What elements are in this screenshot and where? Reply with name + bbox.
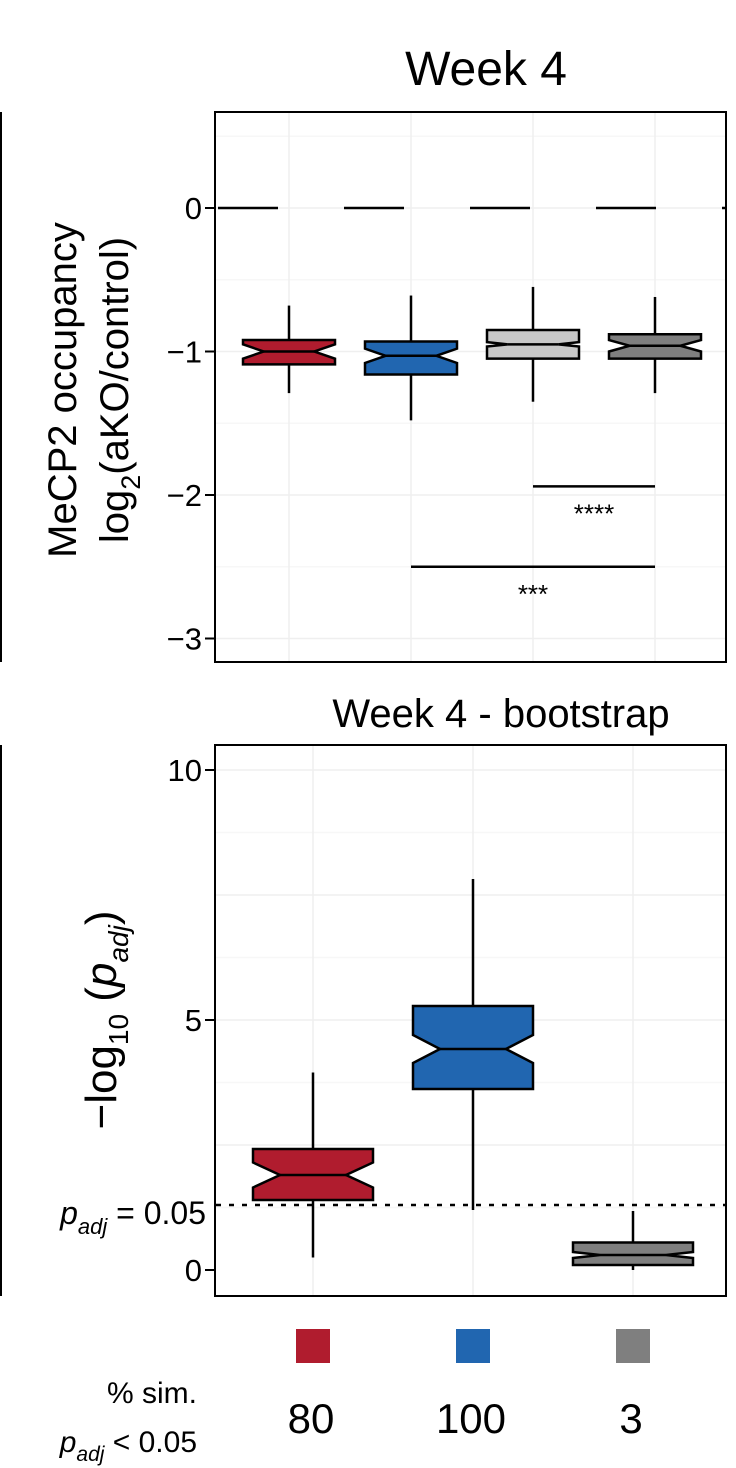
notched-box — [363, 340, 459, 376]
threshold-label: padj = 0.05 — [59, 1195, 206, 1239]
y-axis-ticks: 10 5 0 — [168, 753, 215, 1288]
legend: % sim. padj < 0.05 80 100 3 — [59, 1329, 650, 1466]
y-axis-title-line1: MeCP2 occupancy — [41, 222, 85, 558]
legend-swatch — [456, 1329, 490, 1363]
boxes — [251, 879, 695, 1270]
tick-label: 5 — [185, 1003, 202, 1038]
tick-label: 0 — [185, 1253, 202, 1288]
tick-label: 10 — [168, 753, 202, 788]
box-group-4 — [607, 296, 703, 394]
legend-swatch — [616, 1329, 650, 1363]
panel-bootstrap: Week 4 - bootstrap −log10 (padj) 10 5 0 pa… — [0, 692, 727, 1297]
tick-label: −2 — [167, 478, 202, 513]
legend-value: 100 — [436, 1395, 506, 1442]
tick-label: −3 — [167, 622, 202, 657]
box-group-2 — [363, 295, 459, 421]
box-100 — [411, 879, 535, 1210]
box-group-1 — [241, 305, 337, 394]
legend-value: 80 — [288, 1395, 335, 1442]
y-axis-title: MeCP2 occupancy log2(aKO/control) — [41, 222, 146, 558]
y-axis-title-line2: log2(aKO/control) — [93, 237, 146, 543]
plot-frame — [214, 111, 727, 663]
legend-value: 3 — [619, 1395, 642, 1442]
legend-swatch — [296, 1329, 330, 1363]
tick-label: −1 — [167, 335, 202, 370]
panel-title: Week 4 — [405, 43, 567, 96]
panel-week4: Week 4 MeCP2 occupancy log2(aKO/control)… — [0, 43, 727, 663]
y-axis-title: −log10 (padj) — [77, 911, 134, 1130]
box-group-3 — [485, 286, 581, 402]
legend-header-line1: % sim. — [107, 1377, 197, 1410]
plot-frame — [214, 744, 727, 1297]
panel-title: Week 4 - bootstrap — [332, 692, 669, 736]
significance-label: *** — [518, 579, 548, 609]
significance-annotations: ******* — [411, 485, 655, 609]
y-axis-ticks: 0 −1 −2 −3 — [167, 191, 215, 657]
legend-items: 80 100 3 — [288, 1329, 650, 1442]
gridlines — [216, 113, 725, 661]
significance-label: **** — [574, 498, 614, 528]
legend-header-line2: padj < 0.05 — [59, 1426, 197, 1466]
boxes — [241, 286, 703, 421]
notched-box — [411, 1004, 535, 1091]
box-80 — [251, 1072, 375, 1258]
tick-label: 0 — [185, 191, 202, 226]
box-3 — [571, 1211, 695, 1270]
